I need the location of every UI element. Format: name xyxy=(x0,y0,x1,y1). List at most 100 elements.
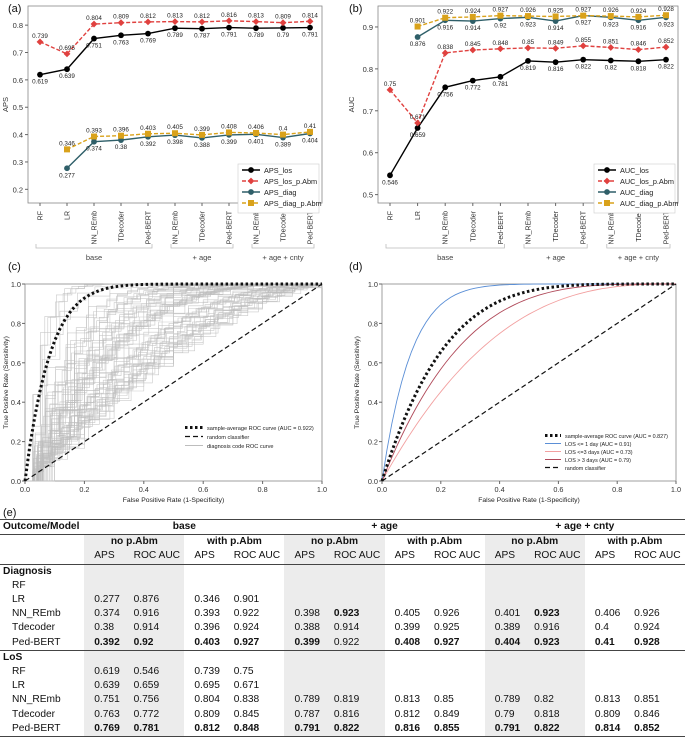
table-cell: 0.79 xyxy=(484,707,525,722)
table-cell xyxy=(184,579,223,593)
table-cell xyxy=(84,578,124,594)
group-bracket xyxy=(35,244,153,249)
table-cell: 0.374 xyxy=(84,607,124,622)
los-roc-curve-1 xyxy=(381,283,676,482)
data-label: 0.399 xyxy=(194,126,210,133)
table-cell xyxy=(385,593,424,607)
data-label: 0.926 xyxy=(520,7,536,14)
x-tick-label: 1.0 xyxy=(317,485,327,494)
table-cell: 0.671 xyxy=(233,680,260,692)
table-cell xyxy=(484,679,525,694)
table-cell: 0.852 xyxy=(624,721,685,737)
y-axis-title: True Positive Rate (Sensitivity) xyxy=(3,336,10,429)
table-cell xyxy=(624,679,685,693)
table-cell: 0.922 xyxy=(233,608,260,620)
table-cell: 0.404 xyxy=(484,635,525,651)
data-point-3 xyxy=(145,130,151,137)
table-cell xyxy=(323,649,385,666)
legend-label: sample-average ROC curve (AUC = 0.827) xyxy=(565,434,668,440)
data-point-3 xyxy=(552,13,559,20)
table-cell: 0.791 xyxy=(284,721,324,737)
setting-header: + age xyxy=(284,518,485,535)
legend-marker xyxy=(604,167,610,173)
data-label: 0.619 xyxy=(32,79,48,86)
data-label: 0.751 xyxy=(86,43,102,50)
table-cell: 0.927 xyxy=(233,636,260,648)
x-tick-label: 0.0 xyxy=(377,485,387,494)
metric-header: APS xyxy=(384,549,424,565)
y-axis-title: AUC xyxy=(347,96,356,112)
x-tick-label: LR xyxy=(415,211,422,220)
table-cell: 0.763 xyxy=(84,707,124,722)
x-tick-label: 0.0 xyxy=(20,485,30,494)
data-label: 0.925 xyxy=(548,7,564,14)
table-cell: 0.855 xyxy=(423,721,485,737)
y-tick-label: 0.8 xyxy=(368,319,378,328)
data-point-0 xyxy=(91,35,97,42)
data-label: 0.772 xyxy=(465,85,481,92)
data-point-1 xyxy=(90,20,98,28)
table-cell xyxy=(424,564,485,579)
table-cell: 0.845 xyxy=(233,708,260,720)
setting-header: + age + cnty xyxy=(484,518,685,535)
group-bracket xyxy=(606,244,671,249)
model-name: NN_REmb xyxy=(12,694,61,706)
table-cell: 0.92 xyxy=(123,635,185,651)
subgroup-header: with p.Abm xyxy=(384,534,485,550)
data-point-3 xyxy=(199,131,205,138)
table-row: NN_REmb 0.374 0.916 0.393 0.922 0.398 0.923 0.4… xyxy=(0,607,685,622)
legend-marker xyxy=(604,200,610,206)
data-point-2 xyxy=(91,138,97,145)
data-point-1 xyxy=(524,44,532,52)
data-point-3 xyxy=(64,146,70,153)
average-roc-curve xyxy=(23,282,322,482)
data-label: 0.812 xyxy=(140,13,156,20)
table-cell: 0.277 xyxy=(84,593,124,608)
x-tick-label: Ped-BERT xyxy=(146,210,153,244)
x-tick-label: 0.8 xyxy=(258,485,268,494)
table-cell xyxy=(323,593,385,608)
data-point-1 xyxy=(414,119,421,127)
data-point-3 xyxy=(663,12,669,19)
data-point-1 xyxy=(144,18,152,26)
data-label: 0.848 xyxy=(493,40,509,47)
table-cell: 0.619 xyxy=(84,665,124,680)
diagnosis-roc-curve xyxy=(25,284,323,482)
table-cell xyxy=(484,564,525,579)
series-line-1 xyxy=(389,45,667,125)
data-label: 0.809 xyxy=(113,14,129,21)
data-point-3 xyxy=(525,13,531,20)
diagnosis-roc-curve xyxy=(25,284,323,482)
metric-header: ROC AUC xyxy=(624,549,685,565)
data-label: 0.396 xyxy=(113,127,129,134)
table-cell xyxy=(524,578,585,594)
subgroup-header: no p.Abm xyxy=(284,534,385,550)
table-cell: 0.85 xyxy=(433,694,454,706)
table-cell: 0.546 xyxy=(123,665,185,680)
table-cell: 0.924 xyxy=(233,622,260,634)
table-cell: 0.406 xyxy=(594,608,621,620)
table-cell xyxy=(224,564,285,579)
data-point-1 xyxy=(607,44,615,51)
y-tick-label: 0.0 xyxy=(368,477,378,486)
data-point-1 xyxy=(171,18,179,25)
table-cell: 0.819 xyxy=(323,693,385,708)
table-cell: 0.4 xyxy=(594,622,609,634)
y-tick-label: 0.4 xyxy=(11,398,21,407)
y-tick-label: 0.8 xyxy=(363,65,373,74)
data-label: 0.393 xyxy=(86,128,102,135)
data-label: 0.928 xyxy=(658,6,674,13)
legend-marker xyxy=(248,200,254,206)
data-label: 0.398 xyxy=(167,139,183,146)
data-label: 0.916 xyxy=(631,24,647,31)
table-cell: 0.846 xyxy=(634,708,660,720)
data-label: 0.791 xyxy=(302,32,318,39)
table-cell: 0.408 xyxy=(394,636,421,648)
table-subheader-row: no p.Abm with p.Abm no p.Abm with p.Abm no p… xyxy=(0,534,685,550)
table-cell: 0.639 xyxy=(84,679,124,694)
table-cell: 0.659 xyxy=(123,679,185,694)
legend-marker xyxy=(248,189,254,195)
data-point-0 xyxy=(552,59,559,66)
group-label: base xyxy=(86,253,102,262)
metric-header: APS xyxy=(284,549,324,565)
